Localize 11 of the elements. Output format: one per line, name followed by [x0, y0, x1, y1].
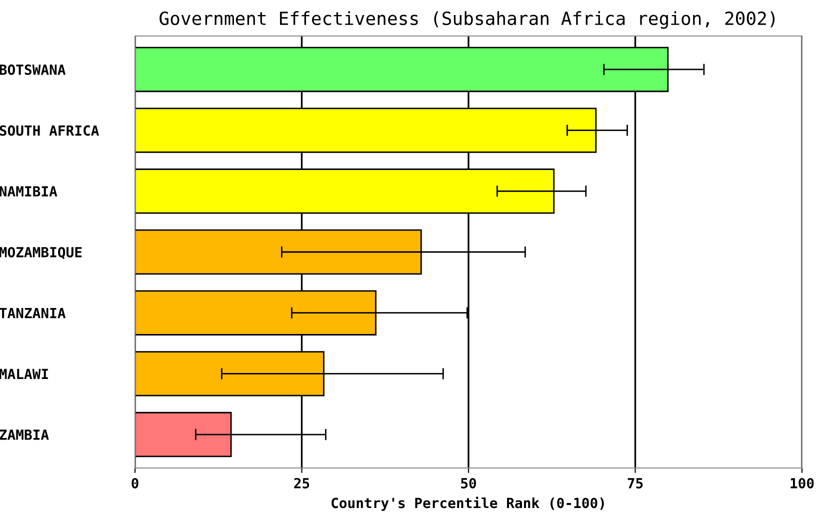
chart-title: Government Effectiveness (Subsaharan Africa region, 2002) — [160, 11, 775, 29]
x-tick-label: 50 — [461, 478, 476, 488]
x-tick-label: 75 — [628, 478, 643, 488]
y-tick-label: SOUTH AFRICA — [0, 125, 100, 136]
y-tick-label: BOTSWANA — [0, 64, 66, 75]
x-tick-label: 25 — [294, 478, 310, 488]
x-tick-label: 0 — [132, 478, 138, 488]
y-tick-label: NAMIBIA — [0, 186, 58, 196]
x-tick-label: 100 — [790, 478, 814, 488]
x-axis-title: Country's Percentile Rank (0-100) — [332, 496, 604, 511]
y-tick-label: ZAMBIA — [0, 430, 49, 440]
